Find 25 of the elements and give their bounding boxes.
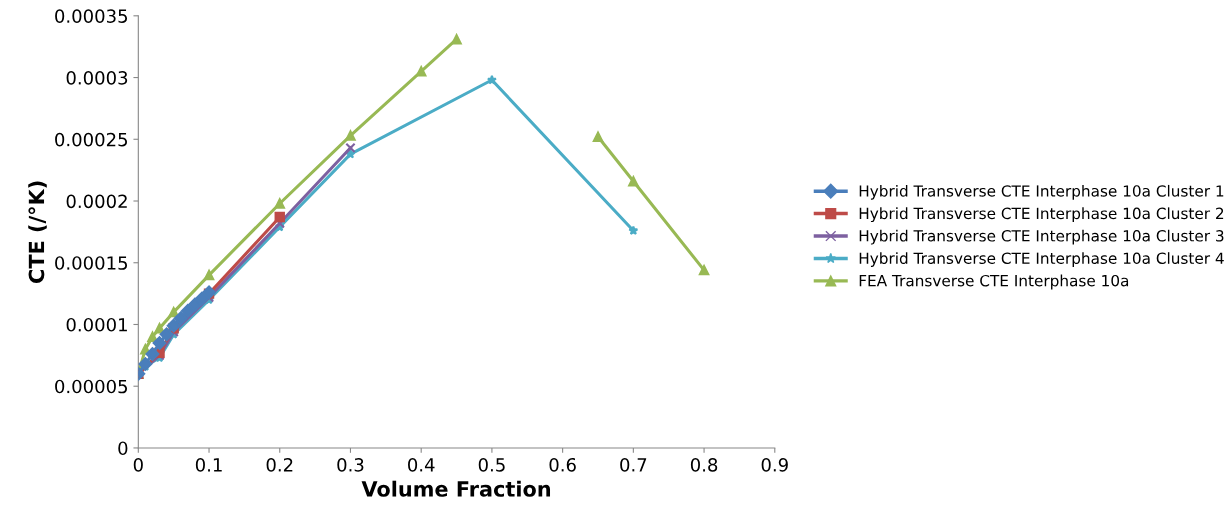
y-tick-label: 0.0002 xyxy=(66,194,127,209)
x-tick-label: 0.4 xyxy=(408,457,435,472)
x-tick-label: 0.2 xyxy=(266,457,293,472)
x-tick-label: 0.5 xyxy=(478,457,505,472)
x-tick-label: 0.3 xyxy=(337,457,364,472)
legend-label: Hybrid Transverse CTE Interphase 10a Cluster 1 xyxy=(859,184,1224,200)
y-tick-label: 0.0001 xyxy=(66,317,127,332)
x-axis-title: Volume Fraction xyxy=(361,480,551,497)
legend-label: FEA Transverse CTE Interphase 10a xyxy=(859,274,1129,290)
legend-label: Hybrid Transverse CTE Interphase 10a Cluster 3 xyxy=(859,229,1224,245)
y-tick-label: 0 xyxy=(118,441,128,456)
x-tick-label: 0.7 xyxy=(620,457,647,472)
x-tick-label: 0.8 xyxy=(690,457,718,472)
legend-label: Hybrid Transverse CTE Interphase 10a Cluster 2 xyxy=(859,207,1224,223)
x-tick-label: 0.1 xyxy=(195,457,222,472)
y-tick-label: 0.00035 xyxy=(55,9,128,23)
x-tick-label: 0.6 xyxy=(549,457,576,472)
y-tick-label: 0.0003 xyxy=(66,71,128,85)
y-tick-label: 0.00015 xyxy=(55,256,128,270)
y-tick-label: 0.00005 xyxy=(55,379,128,394)
x-tick-label: 0.9 xyxy=(761,457,788,472)
y-axis-title: CTE (/°K) xyxy=(28,181,47,283)
x-tick-label: 0 xyxy=(133,457,143,472)
legend-label: Hybrid Transverse CTE Interphase 10a Cluster 4 xyxy=(859,252,1224,267)
y-tick-label: 0.00025 xyxy=(55,132,128,147)
